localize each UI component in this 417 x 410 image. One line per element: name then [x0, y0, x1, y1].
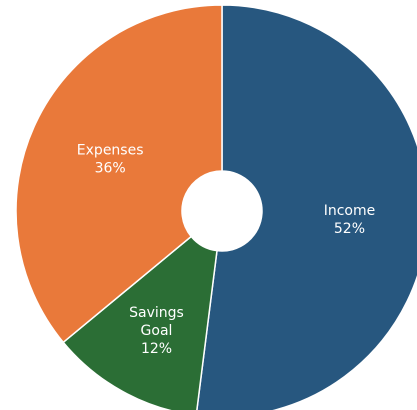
slice-income: [196, 4, 417, 410]
slice-value-label: 52%: [334, 221, 365, 237]
slice-label-expenses: Expenses 36%: [77, 142, 144, 176]
slice-label-savings-goal: Savings Goal 12%: [129, 305, 184, 357]
slice-category-label: Savings: [129, 305, 184, 321]
slice-category-label: Goal: [141, 323, 173, 339]
slice-label-income: Income 52%: [324, 203, 376, 237]
slice-category-label: Income: [324, 203, 376, 219]
slice-expenses: [15, 4, 223, 344]
slice-value-label: 12%: [141, 341, 172, 357]
slice-savings-goal: [62, 235, 218, 410]
slice-category-label: Expenses: [77, 142, 144, 158]
slice-value-label: 36%: [95, 160, 126, 176]
